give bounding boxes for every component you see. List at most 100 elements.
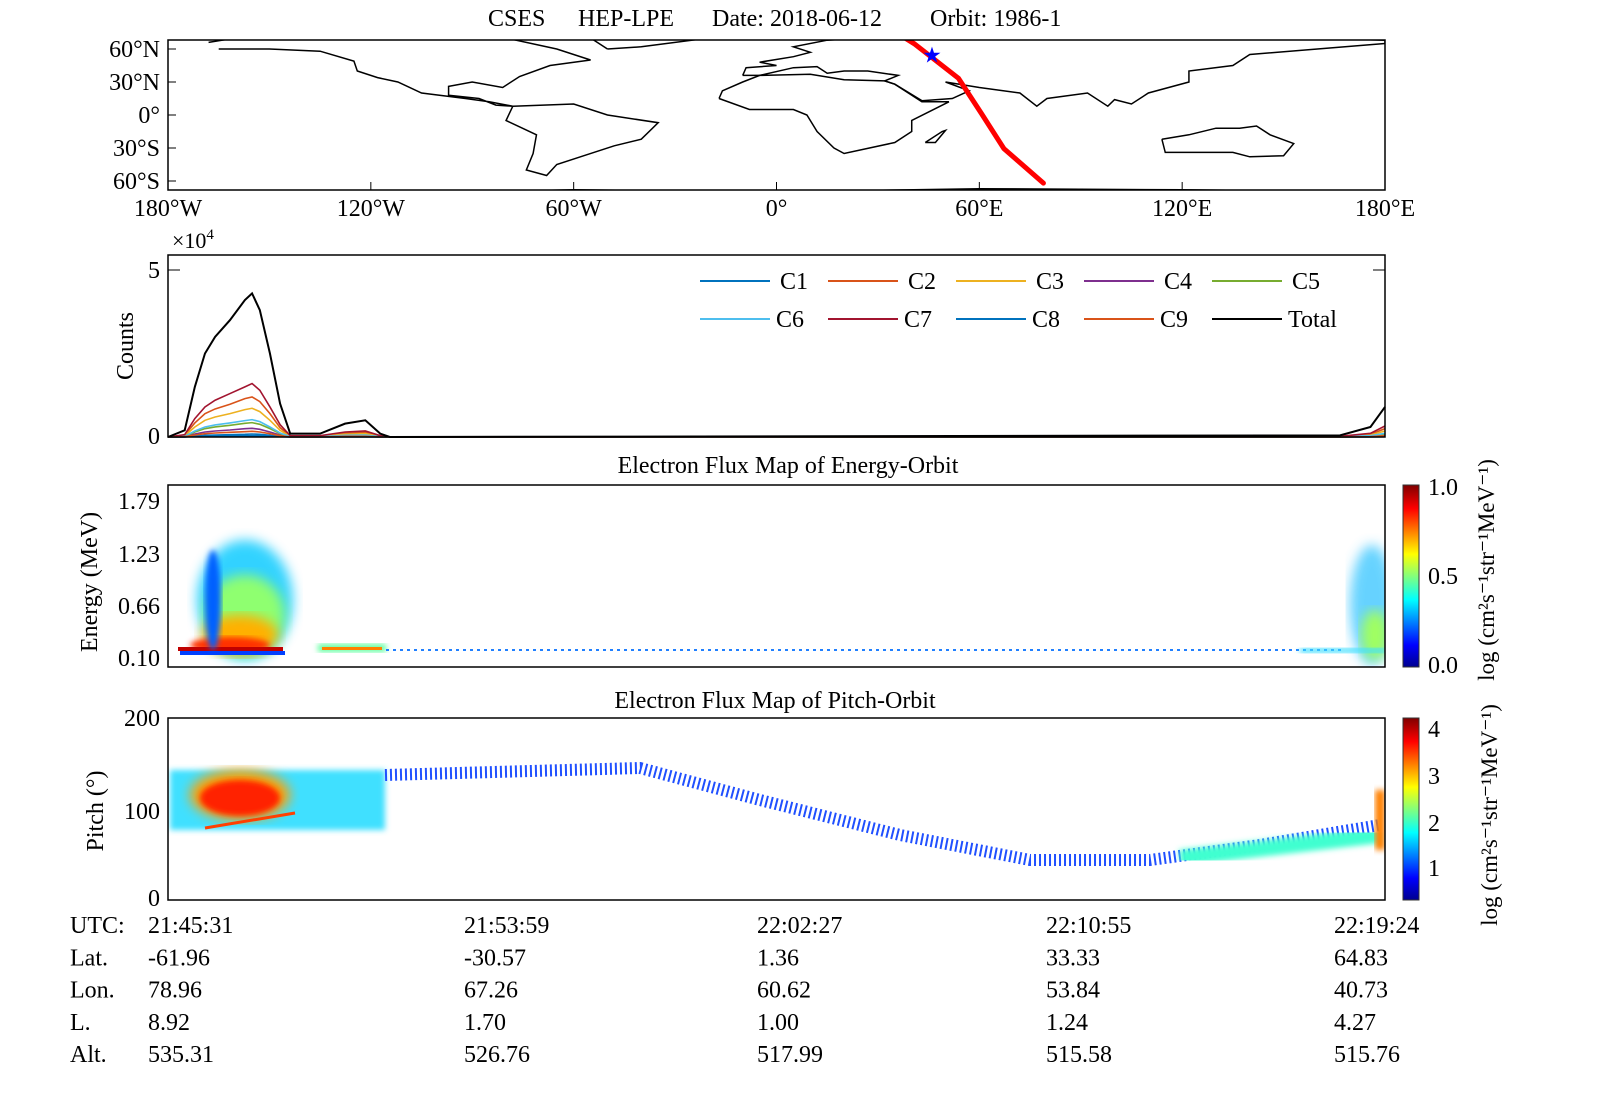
table-cell: 1.36 — [757, 945, 799, 971]
pitch-ylabel: Pitch (°) — [83, 771, 109, 852]
pitch-flux-heatmap — [170, 761, 1385, 866]
table-cell: 60.62 — [757, 978, 811, 1004]
y-multiplier: ×104 — [172, 227, 214, 253]
legend-label: C5 — [1292, 269, 1320, 295]
table-cell: 22:19:24 — [1334, 913, 1419, 939]
map-axes-frame — [167, 39, 1386, 191]
lat-tick-label: 30°S — [113, 136, 160, 162]
flux-region — [178, 647, 283, 651]
colorbar-tick: 1.0 — [1428, 475, 1458, 501]
flux-region — [180, 651, 285, 655]
lat-tick-label: 0° — [138, 103, 160, 129]
table-cell: 515.58 — [1046, 1042, 1112, 1068]
coastline-eurasia — [742, 40, 1385, 108]
row-label: Lat. — [70, 945, 108, 971]
title-date: Date: 2018-06-12 — [712, 6, 882, 32]
pitch-colorbar — [1402, 717, 1420, 901]
row-label: Lon. — [70, 978, 115, 1004]
table-cell: 517.99 — [757, 1042, 823, 1068]
table-cell: 40.73 — [1334, 978, 1388, 1004]
row-label: Alt. — [70, 1042, 107, 1068]
flux-region — [1361, 610, 1385, 660]
table-cell: 21:53:59 — [464, 913, 549, 939]
legend-label: C6 — [776, 307, 804, 333]
legend-label: C1 — [780, 269, 808, 295]
lon-tick-label: 120°W — [337, 196, 406, 222]
legend: C1 C2 C3 C4 C5 C6 C7 C8 C9 Total — [700, 269, 1337, 333]
title-mission: CSES — [488, 6, 545, 32]
colorbar-tick: 2 — [1428, 811, 1440, 837]
series-line-c7 — [167, 382, 1386, 438]
table-cell: 1.00 — [757, 1010, 799, 1036]
flux-region — [384, 761, 1381, 866]
table-cell: 22:02:27 — [757, 913, 842, 939]
y-tick-label: 0.66 — [118, 594, 160, 620]
y-tick-label: 100 — [124, 799, 160, 825]
coastline-madagascar — [924, 128, 948, 144]
table-cell: 8.92 — [148, 1010, 190, 1036]
legend-label: C3 — [1036, 269, 1064, 295]
orbit-track — [903, 40, 1046, 186]
y-tick-label: 0 — [148, 886, 160, 912]
table-cell: 1.70 — [464, 1010, 506, 1036]
table-cell: 526.76 — [464, 1042, 530, 1068]
title-orbit: Orbit: 1986-1 — [930, 6, 1061, 32]
flux-region — [200, 780, 280, 816]
map-panel: ★ 180°W 120°W 60°W 0° 60°E 120°E 180°E 60°N 30°N… — [109, 37, 1415, 222]
colorbar-tick: 4 — [1428, 717, 1440, 743]
lon-tick-label: 0° — [766, 196, 788, 222]
figure-title: CSES HEP-LPE Date: 2018-06-12 Orbit: 198… — [488, 6, 1061, 32]
table-cell: 53.84 — [1046, 978, 1100, 1004]
flux-region — [1179, 827, 1381, 866]
y-tick-label: 1.23 — [118, 542, 160, 568]
flux-region — [1375, 790, 1385, 850]
pitch-heatmap-panel: Electron Flux Map of Pitch-Orbit Pitch (… — [83, 688, 1502, 926]
coastline-south-america — [505, 103, 660, 177]
colorbar-tick: 0.0 — [1428, 653, 1458, 679]
table-cell: 4.27 — [1334, 1010, 1376, 1036]
colorbar-tick: 3 — [1428, 764, 1440, 790]
coastline-australia — [1161, 125, 1295, 158]
legend-label: Total — [1288, 307, 1337, 333]
flux-region — [1300, 648, 1385, 653]
energy-flux-heatmap — [178, 540, 1385, 665]
table-cell: 21:45:31 — [148, 913, 233, 939]
lon-tick-label: 180°W — [134, 196, 203, 222]
row-label: L. — [70, 1010, 91, 1036]
energy-colorbar-label: log (cm²s⁻¹str⁻¹MeV⁻¹) — [1474, 459, 1499, 681]
energy-axes-frame — [167, 484, 1386, 668]
counts-axes-frame — [167, 254, 1386, 438]
energy-ylabel: Energy (MeV) — [77, 512, 103, 652]
table-cell: 67.26 — [464, 978, 518, 1004]
table-cell: 22:10:55 — [1046, 913, 1131, 939]
title-payload: HEP-LPE — [578, 6, 674, 32]
flux-region — [322, 647, 382, 650]
table-cell: 33.33 — [1046, 945, 1100, 971]
table-cell: 64.83 — [1334, 945, 1388, 971]
energy-colorbar — [1402, 484, 1420, 668]
legend-label: C7 — [904, 307, 932, 333]
y-tick-label: 0 — [148, 424, 160, 450]
flux-region — [204, 811, 296, 830]
table-cell: 1.24 — [1046, 1010, 1088, 1036]
pitch-axes-frame — [167, 717, 1386, 901]
coastlines — [208, 40, 1385, 190]
coastline-africa — [718, 73, 950, 155]
y-tick-label: 200 — [124, 706, 160, 732]
table-cell: -30.57 — [464, 945, 526, 971]
flux-region — [205, 550, 221, 650]
orbit-info-table: UTC: 21:45:31 21:53:59 22:02:27 22:10:55 22:1… — [70, 913, 1419, 1068]
coastline-greenland — [592, 40, 700, 50]
colorbar-tick: 0.5 — [1428, 564, 1458, 590]
legend-label: C8 — [1032, 307, 1060, 333]
legend-label: C4 — [1164, 269, 1192, 295]
energy-title: Electron Flux Map of Energy-Orbit — [618, 453, 959, 479]
table-cell: 535.31 — [148, 1042, 214, 1068]
y-tick-label: 0.10 — [118, 646, 160, 672]
counts-panel: ×104 Counts 0 5 C1 C2 C3 C4 C5 C6 C7 C8 C9 Total — [113, 227, 1386, 450]
row-label: UTC: — [70, 913, 125, 939]
star-icon: ★ — [922, 43, 942, 68]
y-tick-label: 5 — [148, 258, 160, 284]
table-cell: -61.96 — [148, 945, 210, 971]
